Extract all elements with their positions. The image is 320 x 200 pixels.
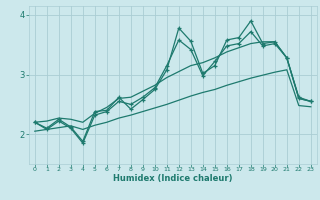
X-axis label: Humidex (Indice chaleur): Humidex (Indice chaleur) (113, 174, 233, 183)
